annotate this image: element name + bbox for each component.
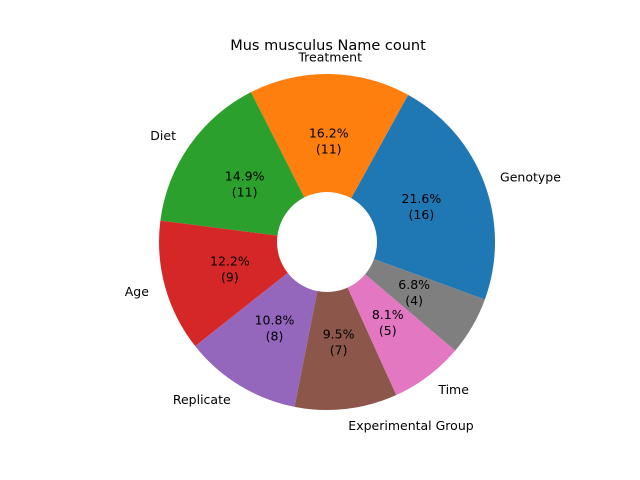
slice-label-replicate: Replicate — [173, 392, 231, 407]
slice-percent-treatment: 16.2% — [309, 126, 349, 141]
slice-label-time: Time — [437, 382, 469, 397]
slice-percent-replicate: 10.8% — [255, 313, 295, 328]
slice-label-experimental-group: Experimental Group — [348, 418, 473, 433]
slice-count-time: (5) — [379, 323, 397, 338]
pie-slice-replicate — [195, 242, 327, 407]
donut-hole — [277, 192, 377, 292]
slice-count-age: (9) — [221, 269, 239, 284]
slice-count-experimental-group: (7) — [330, 343, 348, 358]
slice-label-genotype: Genotype — [500, 170, 561, 185]
slice-label-diet: Diet — [150, 128, 176, 143]
pie-slice-diet — [160, 92, 327, 243]
slice-percent-genotype: 21.6% — [402, 191, 442, 206]
slice-percent-slice-8: 6.8% — [398, 277, 430, 292]
slice-percent-age: 12.2% — [210, 253, 250, 268]
slice-percent-time: 8.1% — [372, 307, 404, 322]
slice-count-treatment: (11) — [316, 142, 342, 157]
labels-layer: Genotype21.6%(16)Treatment16.2%(11)Diet1… — [125, 50, 561, 433]
chart-title: Mus musculus Name count — [230, 38, 426, 54]
pie-slice-treatment — [250, 73, 409, 242]
slice-count-diet: (11) — [232, 184, 258, 199]
slice-count-genotype: (16) — [409, 207, 435, 222]
slice-percent-diet: 14.9% — [225, 168, 265, 183]
slice-label-age: Age — [125, 284, 149, 299]
slice-count-replicate: (8) — [266, 329, 284, 344]
slice-percent-experimental-group: 9.5% — [323, 327, 355, 342]
slice-count-slice-8: (4) — [405, 293, 423, 308]
slice-label-treatment: Treatment — [297, 50, 362, 65]
